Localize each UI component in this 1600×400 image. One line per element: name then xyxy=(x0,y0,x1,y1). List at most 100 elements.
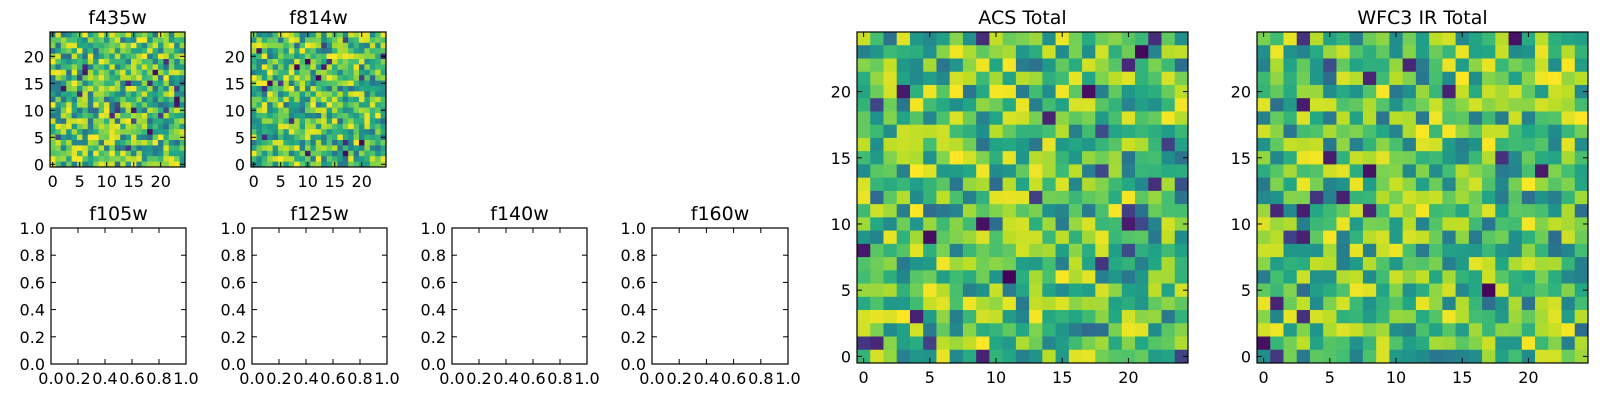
heatmap-cell xyxy=(1336,45,1351,59)
axes-frame xyxy=(451,227,588,365)
heatmap-cell xyxy=(337,134,344,141)
heatmap-cell xyxy=(1002,243,1017,258)
heatmap-cell xyxy=(114,113,121,119)
y-tick-label: 0.4 xyxy=(20,301,45,320)
heatmap-cell xyxy=(278,113,284,119)
heatmap-cell xyxy=(1415,32,1430,46)
heatmap-cell xyxy=(1508,283,1523,298)
heatmap-cell xyxy=(168,102,175,108)
heatmap-cell xyxy=(131,69,137,76)
heatmap-cell xyxy=(147,118,153,125)
heatmap-cell xyxy=(1309,151,1324,165)
heatmap-cell xyxy=(1055,177,1070,192)
heatmap-cell xyxy=(1323,217,1337,231)
heatmap-cell xyxy=(332,69,338,76)
heatmap-cell xyxy=(152,96,159,103)
heatmap-cell xyxy=(1015,32,1030,46)
heatmap-cell xyxy=(141,156,148,162)
heatmap-cell xyxy=(163,118,170,125)
heatmap-cell xyxy=(125,42,132,49)
heatmap-cell xyxy=(131,80,137,87)
heatmap-cell xyxy=(104,37,110,44)
heatmap-cell xyxy=(98,42,105,49)
heatmap-cell xyxy=(55,150,62,157)
heatmap-cell xyxy=(896,58,911,73)
heatmap-cell xyxy=(1574,190,1589,205)
heatmap-cell xyxy=(1270,84,1284,99)
heatmap-cell xyxy=(348,42,354,49)
heatmap-cell xyxy=(1068,296,1083,311)
heatmap-cell xyxy=(962,177,977,192)
heatmap-cell xyxy=(1548,177,1562,192)
heatmap-cell xyxy=(976,45,990,59)
heatmap-cell xyxy=(93,156,99,162)
heatmap-cell xyxy=(288,75,295,81)
heatmap-cell xyxy=(337,107,344,114)
heatmap-cell xyxy=(375,113,381,119)
heatmap-cell xyxy=(1108,204,1123,218)
heatmap-cell xyxy=(1402,310,1417,324)
heatmap-cell xyxy=(1362,45,1377,59)
y-tick-label: 20 xyxy=(831,83,851,102)
heatmap-cell xyxy=(1429,270,1443,284)
heatmap-cell xyxy=(989,270,1004,284)
heatmap-cell xyxy=(1521,349,1536,364)
heatmap-cell xyxy=(369,150,376,157)
heatmap-cell xyxy=(1296,243,1311,258)
heatmap-cell xyxy=(1389,137,1404,152)
heatmap-cell xyxy=(1108,243,1123,258)
heatmap-cell xyxy=(380,37,387,44)
heatmap-cell xyxy=(364,118,371,125)
heatmap-cell xyxy=(380,59,387,65)
heatmap-cell xyxy=(1015,98,1030,112)
heatmap-cell xyxy=(55,107,62,114)
heatmap-cell xyxy=(1455,98,1470,112)
heatmap-cell xyxy=(104,156,110,162)
heatmap-cell xyxy=(131,113,137,119)
heatmap-cell xyxy=(60,118,67,125)
heatmap-cell xyxy=(1376,323,1390,337)
heatmap-cell xyxy=(359,123,365,130)
heatmap-cell xyxy=(348,32,354,38)
heatmap-cell xyxy=(87,102,94,108)
heatmap-cell xyxy=(163,80,170,87)
heatmap-cell xyxy=(1402,283,1417,298)
heatmap-cell xyxy=(1415,58,1430,73)
heatmap-cell xyxy=(251,140,257,146)
heatmap-cell xyxy=(1455,164,1470,179)
heatmap-cell xyxy=(1495,204,1509,218)
heatmap-cell xyxy=(337,59,344,65)
heatmap-cell xyxy=(283,86,290,92)
heatmap-cell xyxy=(1495,98,1509,112)
heatmap-cell xyxy=(147,96,153,103)
heatmap-cell xyxy=(93,161,99,168)
heatmap-cell xyxy=(1135,310,1149,324)
heatmap-cell xyxy=(141,145,148,152)
heatmap-cell xyxy=(305,91,311,98)
heatmap-cell xyxy=(1002,111,1017,126)
heatmap-cell xyxy=(1561,323,1576,337)
heatmap-cell xyxy=(359,145,365,152)
heatmap-cell xyxy=(1002,58,1017,73)
heatmap-cell xyxy=(174,156,180,162)
heatmap-cell xyxy=(375,48,381,54)
heatmap-cell xyxy=(353,53,360,60)
heatmap-cell xyxy=(93,129,99,135)
heatmap-cell xyxy=(1468,323,1483,337)
heatmap-cell xyxy=(256,80,263,87)
heatmap-cell xyxy=(125,145,132,152)
heatmap-cell xyxy=(353,96,360,103)
heatmap-cell xyxy=(1495,243,1509,258)
heatmap-cell xyxy=(342,42,349,49)
heatmap-cell xyxy=(163,145,170,152)
heatmap-cell xyxy=(136,140,143,146)
heatmap-cell xyxy=(120,86,126,92)
heatmap-cell xyxy=(256,161,263,168)
heatmap-cell xyxy=(369,140,376,146)
heatmap-cell xyxy=(1508,323,1523,337)
heatmap-cell xyxy=(163,123,170,130)
heatmap-cell xyxy=(1068,270,1083,284)
heatmap-cell xyxy=(93,32,99,38)
heatmap-cell xyxy=(1309,217,1324,231)
heatmap-cell xyxy=(71,145,78,152)
